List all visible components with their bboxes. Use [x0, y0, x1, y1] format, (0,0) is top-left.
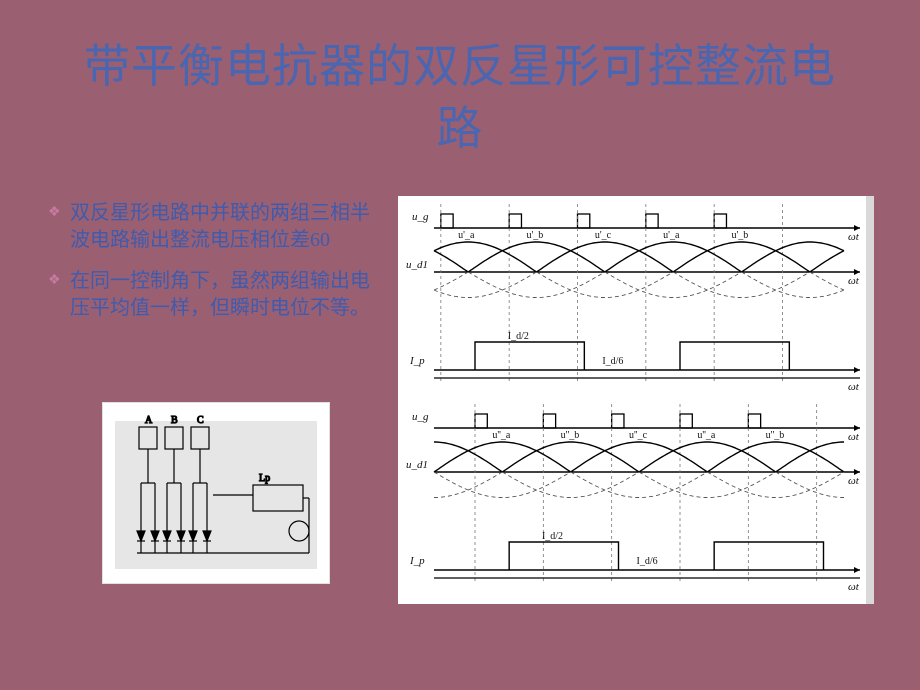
svg-text:I_p: I_p — [409, 355, 425, 367]
svg-text:u_d1: u_d1 — [406, 459, 428, 471]
slide: 带平衡电抗器的双反星形可控整流电 路 ❖ 双反星形电路中并联的两组三相半波电路输… — [0, 0, 920, 690]
title-line-1: 带平衡电抗器的双反星形可控整流电 — [84, 41, 836, 92]
svg-text:u''_b: u''_b — [561, 430, 580, 441]
svg-text:ωt: ωt — [848, 581, 860, 593]
svg-text:I_d/6: I_d/6 — [637, 556, 658, 567]
slide-title: 带平衡电抗器的双反星形可控整流电 路 — [0, 0, 920, 160]
bullet-text: 双反星形电路中并联的两组三相半波电路输出整流电压相位差60 — [70, 200, 378, 254]
svg-text:I_d/2: I_d/2 — [508, 331, 529, 342]
svg-text:ωt: ωt — [848, 475, 860, 487]
svg-text:u'_c: u'_c — [595, 230, 612, 241]
circuit-svg: A B C — [103, 403, 329, 583]
svg-text:u''_a: u''_a — [697, 430, 716, 441]
title-line-2: 路 — [437, 103, 484, 154]
svg-text:ωt: ωt — [848, 381, 860, 393]
svg-text:u'_a: u'_a — [458, 230, 475, 241]
svg-text:u''_c: u''_c — [629, 430, 648, 441]
svg-text:u_g: u_g — [412, 211, 429, 223]
svg-text:u'_b: u'_b — [527, 230, 544, 241]
svg-text:Lp: Lp — [259, 473, 270, 484]
svg-text:I_d/2: I_d/2 — [542, 531, 563, 542]
svg-text:u'_a: u'_a — [663, 230, 680, 241]
svg-text:u''_a: u''_a — [492, 430, 511, 441]
svg-text:C: C — [197, 415, 204, 426]
svg-text:u'_b: u'_b — [732, 230, 749, 241]
bullet-text: 在同一控制角下，虽然两组输出电压平均值一样，但瞬时电位不等。 — [70, 268, 378, 322]
bullet-marker-icon: ❖ — [48, 200, 70, 254]
svg-text:B: B — [171, 415, 178, 426]
svg-text:I_p: I_p — [409, 555, 425, 567]
svg-text:A: A — [145, 415, 153, 426]
circuit-diagram: A B C — [102, 402, 330, 584]
svg-text:ωt: ωt — [848, 231, 860, 243]
bullet-marker-icon: ❖ — [48, 268, 70, 322]
svg-text:ωt: ωt — [848, 431, 860, 443]
bullet-item: ❖ 双反星形电路中并联的两组三相半波电路输出整流电压相位差60 — [48, 200, 378, 254]
svg-text:ωt: ωt — [848, 275, 860, 287]
svg-text:u_d1: u_d1 — [406, 259, 428, 271]
svg-text:u_g: u_g — [412, 411, 429, 423]
waveform-diagram: u_g ωt u_d1 ωt u'_a u'_b u'_c u'_a u'_b I_p ωt I_d/… — [398, 196, 874, 604]
bullet-item: ❖ 在同一控制角下，虽然两组输出电压平均值一样，但瞬时电位不等。 — [48, 268, 378, 322]
svg-text:u''_b: u''_b — [766, 430, 785, 441]
bullet-list: ❖ 双反星形电路中并联的两组三相半波电路输出整流电压相位差60 ❖ 在同一控制角… — [48, 200, 378, 336]
waveform-svg: u_g ωt u_d1 ωt u'_a u'_b u'_c u'_a u'_b I_p ωt I_d/… — [398, 196, 874, 604]
svg-text:I_d/6: I_d/6 — [602, 356, 623, 367]
